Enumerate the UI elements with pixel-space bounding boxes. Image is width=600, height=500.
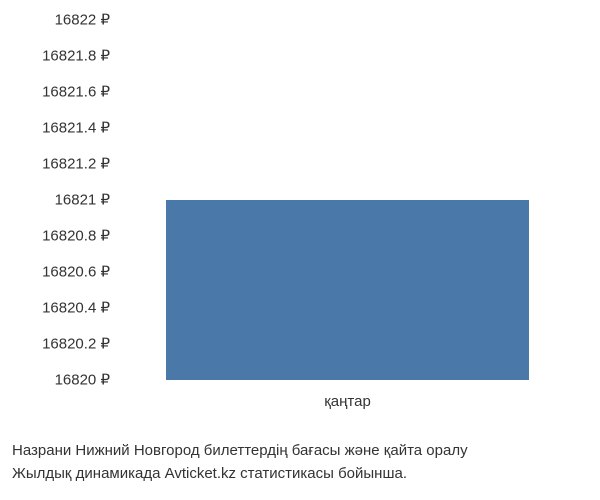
bar <box>166 200 529 380</box>
chart-caption: Назрани Нижний Новгород билеттердің баға… <box>12 440 592 485</box>
y-tick-label: 16821.6 ₽ <box>0 85 110 100</box>
y-axis: 16820 ₽16820.2 ₽16820.4 ₽16820.6 ₽16820.… <box>0 20 110 380</box>
bar-chart: 16820 ₽ 16820.2 ₽ 16820.4 ₽ 16820.6 ₽ 16820.… <box>0 0 600 420</box>
caption-line-2: Жылдық динамикада Avticket.kz статистика… <box>12 463 592 486</box>
y-tick-label: 16820.8 ₽ <box>0 229 110 244</box>
x-tick-label: қаңтар <box>324 393 371 410</box>
y-tick-label: 16820.4 ₽ <box>0 301 110 316</box>
y-tick-label: 16821.4 ₽ <box>0 121 110 136</box>
y-tick-label: 16820.2 ₽ <box>0 337 110 352</box>
y-tick-label: 16820 ₽ <box>0 373 110 388</box>
x-axis: қаңтар <box>115 385 580 415</box>
y-tick-label: 16821.8 ₽ <box>0 49 110 64</box>
y-tick-label: 16820.6 ₽ <box>0 265 110 280</box>
y-tick-label: 16821 ₽ <box>0 193 110 208</box>
plot-area <box>115 20 580 380</box>
caption-line-1: Назрани Нижний Новгород билеттердің баға… <box>12 440 592 463</box>
y-tick-label: 16822 ₽ <box>0 13 110 28</box>
y-tick-label: 16821.2 ₽ <box>0 157 110 172</box>
